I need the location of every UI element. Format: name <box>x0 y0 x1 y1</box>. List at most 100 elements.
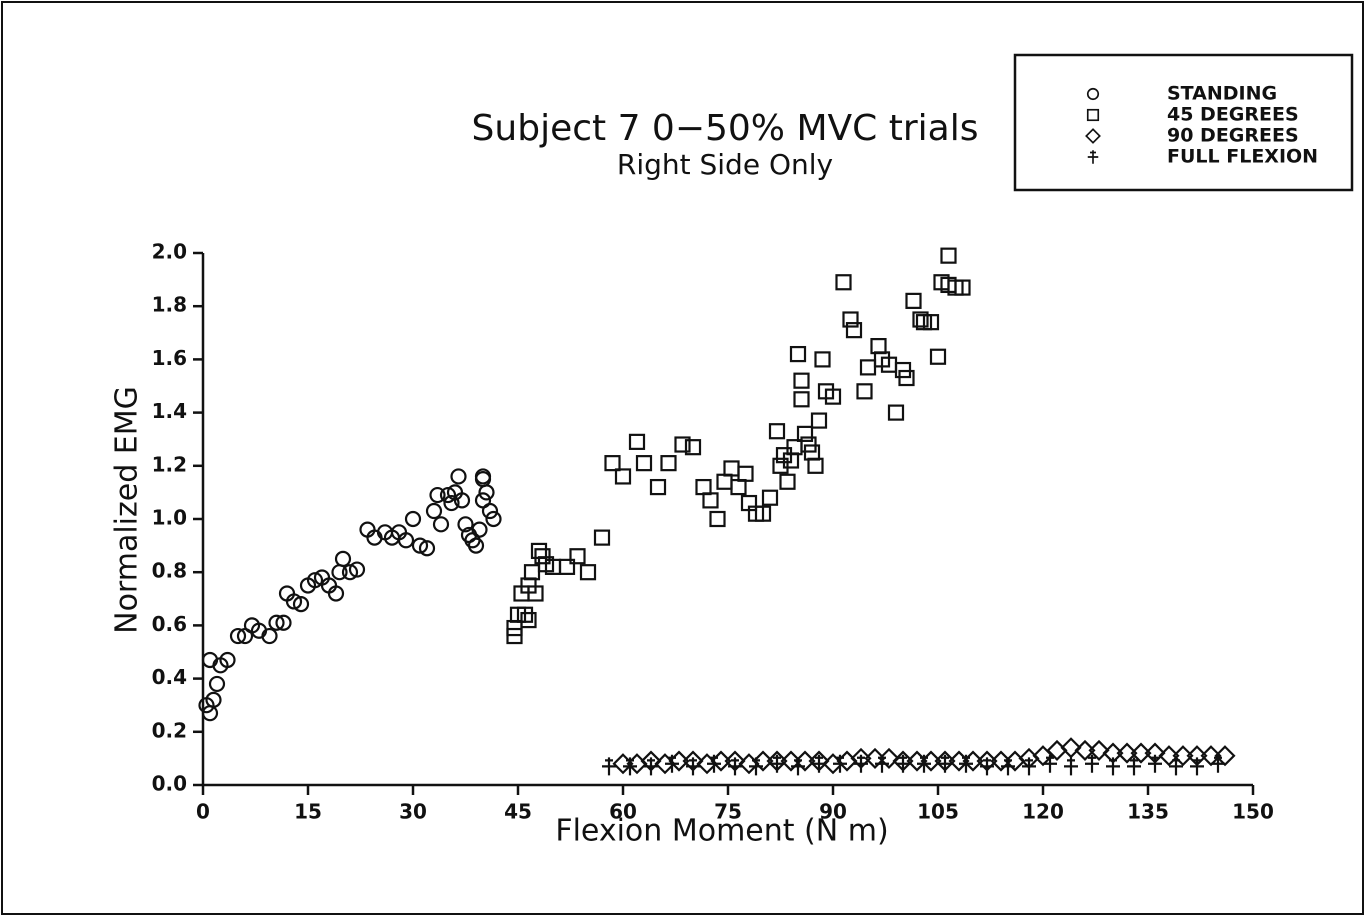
point <box>723 460 740 477</box>
point <box>614 468 632 485</box>
point <box>1211 754 1225 773</box>
legend-marker <box>1086 108 1100 122</box>
point <box>793 372 810 389</box>
point <box>870 338 887 355</box>
y-tick-label: 1.2 <box>152 452 187 476</box>
point <box>737 465 754 482</box>
y-tick-label: 1.4 <box>152 399 187 423</box>
point <box>602 757 616 776</box>
point <box>812 754 826 773</box>
point <box>432 516 450 533</box>
y-tick-label: 1.0 <box>152 506 187 530</box>
point <box>604 455 621 472</box>
chart-title: Subject 7 0−50% MVC trials <box>472 108 979 149</box>
legend-marker <box>1086 87 1100 101</box>
point <box>285 593 303 610</box>
point <box>684 439 702 456</box>
point <box>695 478 712 496</box>
point <box>1172 745 1194 767</box>
point <box>516 606 534 623</box>
point <box>917 754 931 773</box>
point <box>523 564 541 581</box>
y-axis-label: Normalized EMG <box>110 386 145 634</box>
point <box>686 757 700 776</box>
point <box>1130 742 1152 764</box>
point <box>644 757 658 776</box>
y-tick-label: 0.8 <box>152 559 187 583</box>
point <box>478 484 495 501</box>
legend-label: 45 DEGREES <box>1167 104 1299 126</box>
point <box>275 614 292 631</box>
point <box>471 521 488 538</box>
point <box>772 457 789 474</box>
point <box>327 585 345 602</box>
point <box>749 757 763 776</box>
legend-label: 90 DEGREES <box>1167 125 1299 147</box>
point <box>1116 742 1138 764</box>
point <box>467 537 485 554</box>
x-axis-label: Flexion Moment (N m) <box>555 814 888 849</box>
x-tick-label: 120 <box>1022 800 1064 824</box>
point <box>1043 754 1057 773</box>
point <box>261 627 278 645</box>
point <box>593 529 611 546</box>
point <box>450 468 467 485</box>
point <box>796 425 814 442</box>
point <box>824 388 842 405</box>
point <box>761 489 779 506</box>
point <box>716 473 733 490</box>
point <box>404 510 422 528</box>
point <box>649 478 667 496</box>
x-tick-label: 0 <box>196 800 210 824</box>
point <box>929 348 947 365</box>
point <box>201 651 219 669</box>
point <box>485 510 502 528</box>
point <box>411 537 429 554</box>
y-tick-label: 1.8 <box>152 293 187 317</box>
point <box>201 705 219 722</box>
point <box>875 754 889 773</box>
point <box>728 757 742 776</box>
point <box>770 754 784 773</box>
point <box>912 311 929 328</box>
x-tick-label: 105 <box>917 800 959 824</box>
point <box>341 564 359 581</box>
point <box>208 675 226 693</box>
point <box>474 492 492 509</box>
point <box>789 345 807 363</box>
point <box>569 548 586 565</box>
point <box>980 757 994 776</box>
point <box>429 486 446 504</box>
point <box>558 558 576 575</box>
y-tick-label: 0.6 <box>152 612 187 636</box>
point <box>922 314 940 331</box>
point <box>814 351 831 368</box>
point <box>1190 757 1204 776</box>
point <box>1022 757 1036 776</box>
chart-subtitle: Right Side Only <box>617 148 833 181</box>
point <box>702 492 719 509</box>
point <box>810 412 828 429</box>
point <box>835 274 852 291</box>
point <box>1148 754 1162 773</box>
x-tick-label: 45 <box>504 800 532 824</box>
point <box>856 383 873 400</box>
point <box>793 391 810 408</box>
point <box>1106 757 1120 776</box>
point <box>854 754 868 773</box>
y-tick-label: 1.6 <box>152 346 187 370</box>
point <box>887 404 905 421</box>
point <box>1088 739 1110 761</box>
point <box>205 691 222 708</box>
point <box>1085 754 1099 773</box>
x-tick-label: 75 <box>714 800 742 824</box>
point <box>959 754 973 773</box>
point <box>623 757 637 776</box>
y-tick-label: 0.0 <box>152 772 187 796</box>
point <box>938 754 952 773</box>
point <box>439 486 457 504</box>
point <box>292 596 310 613</box>
y-tick-label: 0.4 <box>152 665 187 689</box>
